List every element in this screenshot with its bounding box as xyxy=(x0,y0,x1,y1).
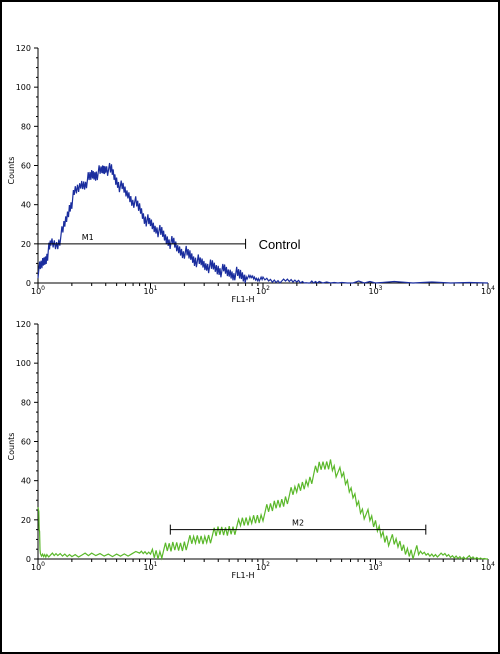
y-tick-label: 40 xyxy=(21,477,31,486)
x-tick-label: 100 xyxy=(31,285,45,296)
chart-panel-1: 0 20 40 60 80 100 120 100 101 102 103 104 FL1-H Count… xyxy=(7,44,495,304)
y-tick-label: 80 xyxy=(21,398,31,407)
y-tick-label: 20 xyxy=(21,516,31,525)
x-axis-label: FL1-H xyxy=(231,571,254,580)
histogram-series-line xyxy=(37,162,489,284)
y-axis-label: Counts xyxy=(7,157,16,185)
y-tick-label: 20 xyxy=(21,240,31,249)
control-annotation: Control xyxy=(259,237,301,252)
marker-label: M2 xyxy=(292,519,304,528)
y-tick-label: 100 xyxy=(16,359,31,368)
x-tick-label: 102 xyxy=(256,561,270,572)
x-tick-label: 101 xyxy=(143,285,157,296)
x-tick-label: 100 xyxy=(31,561,45,572)
marker-label: M1 xyxy=(82,233,94,242)
y-tick-label: 60 xyxy=(21,162,31,171)
y-tick-label: 0 xyxy=(26,279,31,288)
x-axis-label: FL1-H xyxy=(231,295,254,304)
x-tick-label: 104 xyxy=(481,285,495,296)
y-tick-label: 120 xyxy=(16,320,31,329)
x-tick-label: 102 xyxy=(256,285,270,296)
x-tick-label: 103 xyxy=(368,561,382,572)
x-tick-label: 103 xyxy=(368,285,382,296)
y-tick-label: 100 xyxy=(16,83,31,92)
y-tick-label: 60 xyxy=(21,438,31,447)
x-tick-label: 104 xyxy=(481,561,495,572)
histogram-series-line xyxy=(37,459,488,561)
y-tick-label: 80 xyxy=(21,122,31,131)
y-tick-label: 120 xyxy=(16,44,31,53)
x-tick-label: 101 xyxy=(143,561,157,572)
chart-panel-2: 0 20 40 60 80 100 120 100 101 102 103 104 FL1-H Count… xyxy=(7,320,495,580)
y-tick-label: 0 xyxy=(26,555,31,564)
y-tick-label: 40 xyxy=(21,201,31,210)
y-axis-label: Counts xyxy=(7,433,16,461)
